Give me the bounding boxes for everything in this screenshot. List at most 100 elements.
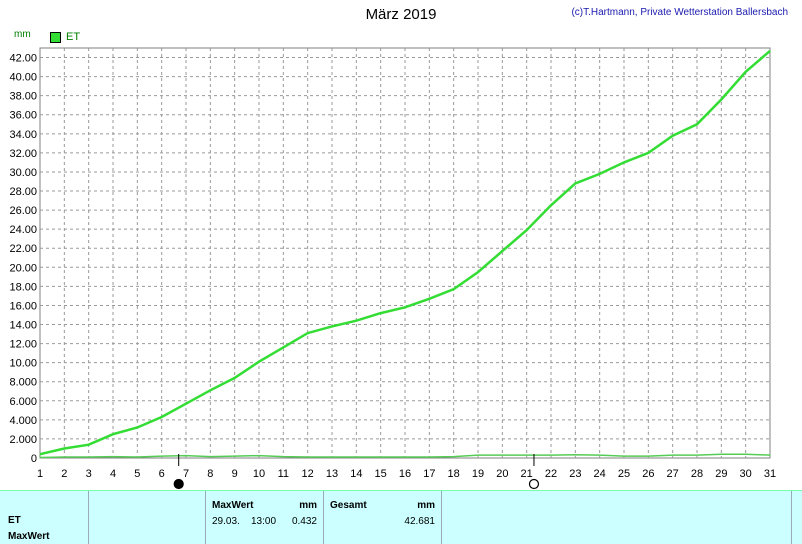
data-point-secondary	[428, 456, 430, 458]
x-tick-label: 5	[134, 468, 140, 480]
y-tick-label: 14.00	[9, 320, 37, 332]
y-tick-label: 42.00	[9, 53, 37, 65]
maxwert-date: 29.03.	[212, 516, 240, 527]
data-point-et	[696, 123, 698, 125]
et-chart: 0 2.000 4.000 6.000 8.000 10.00 12.00 14.00 16.0…	[9, 47, 776, 490]
gesamt-header: Gesamt	[330, 500, 367, 511]
maxwert-value: 0.432	[291, 516, 317, 527]
x-tick-label: 23	[569, 468, 581, 480]
y-tick-label: 36.00	[9, 110, 37, 122]
x-tick-label: 10	[253, 468, 265, 480]
data-point-et	[161, 416, 163, 418]
data-point-et	[550, 204, 552, 206]
x-tick-label: 1	[37, 468, 43, 480]
x-tick-label: 17	[423, 468, 435, 480]
data-point-et	[404, 306, 406, 308]
y-tick-label: 20.00	[9, 262, 37, 274]
data-point-et	[112, 433, 114, 435]
row-label-maxwert: MaxWert	[8, 531, 50, 542]
data-point-et	[258, 361, 260, 363]
x-tick-label: 15	[375, 468, 387, 480]
y-tick-label: 22.00	[9, 243, 37, 255]
y-tick-label: 12.00	[9, 339, 37, 351]
maxwert-header: MaxWert	[212, 500, 254, 511]
data-point-et	[477, 271, 479, 273]
data-point-et	[574, 182, 576, 184]
x-tick-label: 31	[764, 468, 776, 480]
y-tick-label: 38.00	[9, 91, 37, 103]
data-point-secondary	[331, 456, 333, 458]
data-point-secondary	[672, 454, 674, 456]
data-point-secondary	[185, 455, 187, 457]
x-tick-label: 18	[448, 468, 460, 480]
data-point-secondary	[39, 456, 41, 459]
data-point-et	[428, 298, 430, 300]
unit-label: mm	[14, 29, 31, 40]
x-tick-label: 20	[496, 468, 508, 480]
data-point-secondary	[209, 455, 211, 458]
x-tick-label: 21	[521, 468, 533, 480]
y-axis: 0 2.000 4.000 6.000 8.000 10.00 12.00 14.00 16.0…	[9, 53, 37, 465]
x-tick-label: 30	[740, 468, 752, 480]
x-tick-label: 3	[86, 468, 92, 480]
data-point-et	[282, 346, 284, 348]
x-tick-label: 25	[618, 468, 630, 480]
gesamt-value: 42.681	[404, 516, 435, 527]
x-tick-label: 16	[399, 468, 411, 480]
data-point-secondary	[647, 455, 649, 457]
y-tick-label: 4.000	[9, 415, 37, 427]
y-tick-label: 0	[31, 453, 37, 465]
table-trailing-cell	[442, 491, 792, 544]
x-tick-label: 28	[691, 468, 703, 480]
y-tick-label: 34.00	[9, 129, 37, 141]
data-point-secondary	[453, 455, 455, 458]
table-maxwert-cell: MaxWert mm 29.03. 13:00 0.432	[206, 491, 324, 544]
y-tick-label: 8.000	[9, 377, 37, 389]
new-moon-marker	[173, 478, 184, 490]
y-tick-label: 18.00	[9, 281, 37, 293]
table-gesamt-cell: Gesamt mm 42.681	[324, 491, 442, 544]
data-point-et	[526, 229, 528, 231]
data-point-et	[599, 173, 601, 175]
data-point-secondary	[745, 453, 747, 455]
x-tick-label: 9	[232, 468, 238, 480]
data-point-et	[39, 453, 41, 455]
data-point-secondary	[380, 456, 382, 458]
x-tick-label: 6	[159, 468, 165, 480]
y-tick-label: 28.00	[9, 186, 37, 198]
data-point-secondary	[623, 455, 625, 457]
x-tick-label: 2	[61, 468, 67, 480]
data-point-secondary	[63, 456, 65, 458]
data-point-et	[720, 98, 722, 101]
data-point-secondary	[550, 454, 552, 456]
y-tick-label: 2.000	[9, 434, 37, 446]
data-point-secondary	[88, 456, 90, 458]
data-point-secondary	[574, 454, 576, 456]
maxwert-unit: mm	[299, 500, 317, 511]
data-point-secondary	[477, 454, 479, 456]
data-point-et	[63, 447, 65, 450]
data-point-secondary	[234, 455, 236, 457]
chart-title: März 2019	[365, 6, 437, 23]
data-point-et	[380, 312, 382, 314]
data-table: ET MaxWert MaxWert mm 29.03. 13:00 0.432…	[0, 490, 802, 544]
moon-markers	[173, 454, 540, 490]
y-tick-label: 30.00	[9, 167, 37, 179]
data-point-et	[331, 325, 333, 328]
legend-swatch	[50, 31, 61, 43]
x-tick-label: 19	[472, 468, 484, 480]
data-point-secondary	[136, 456, 138, 458]
x-axis: 1 2 3 4 5 6 7 8 9 10 11 12 13 14 15 16 17 18 19 20 21 22 23 24 2…	[37, 468, 776, 480]
x-tick-label: 12	[302, 468, 314, 480]
data-point-et	[307, 332, 309, 334]
data-point-secondary	[258, 455, 260, 457]
data-point-secondary	[112, 455, 114, 458]
data-point-secondary	[501, 454, 503, 456]
data-point-et	[136, 426, 138, 429]
y-tick-label: 26.00	[9, 205, 37, 217]
x-tick-label: 8	[207, 468, 213, 480]
x-tick-label: 29	[715, 468, 727, 480]
maxwert-time: 13:00	[251, 516, 277, 527]
credit-text: (c)T.Hartmann, Private Wetterstation Bal…	[571, 7, 788, 18]
y-tick-label: 24.00	[9, 224, 37, 236]
